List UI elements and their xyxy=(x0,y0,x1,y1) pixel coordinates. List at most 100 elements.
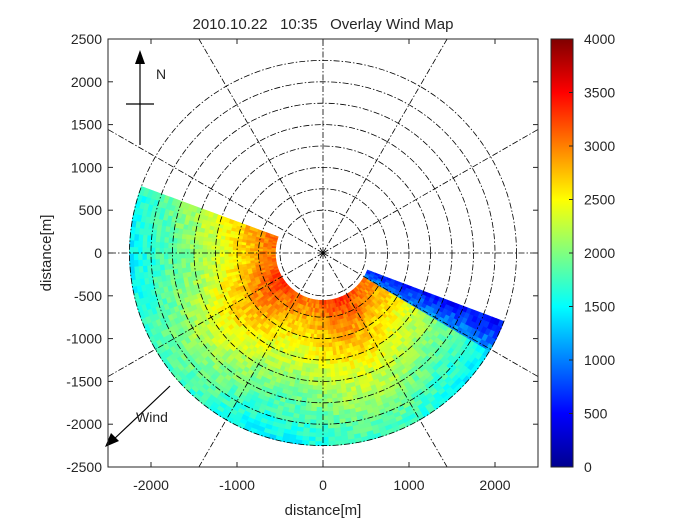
heat-cell xyxy=(309,298,313,304)
heat-cell xyxy=(303,301,307,307)
x-tick-label: -2000 xyxy=(133,477,169,493)
heat-cell xyxy=(284,290,290,296)
heat-cell xyxy=(272,240,278,244)
heat-cell xyxy=(362,283,369,289)
heat-cell xyxy=(356,284,362,290)
heat-cell xyxy=(321,364,327,369)
heat-cell xyxy=(275,281,282,286)
heat-cell xyxy=(365,287,371,293)
heat-cell xyxy=(338,301,342,307)
heat-cell xyxy=(184,252,190,259)
heat-cell xyxy=(137,245,143,254)
heat-cell xyxy=(286,286,292,292)
heat-cell xyxy=(325,381,332,387)
heat-cell xyxy=(154,257,161,266)
chart-title: 2010.10.22 10:35 Overlay Wind Map xyxy=(193,16,454,33)
heat-cell xyxy=(361,292,367,298)
heat-cell xyxy=(302,296,307,302)
heat-cell xyxy=(279,285,285,291)
heat-cell xyxy=(320,377,327,382)
heat-cell xyxy=(271,273,277,278)
heat-cell xyxy=(360,279,366,285)
heat-cell xyxy=(349,314,355,321)
heat-cell xyxy=(283,284,289,289)
heat-cell xyxy=(274,270,280,275)
heat-cell xyxy=(249,254,255,259)
heat-cell xyxy=(297,303,302,309)
heat-cell xyxy=(320,385,328,391)
heat-cell xyxy=(176,256,182,264)
heat-cell xyxy=(319,441,329,446)
heat-cell xyxy=(359,287,365,293)
heat-cell xyxy=(304,301,309,307)
heat-cell xyxy=(339,300,344,307)
heat-cell xyxy=(277,282,283,288)
heat-cell xyxy=(272,265,279,270)
heat-cell xyxy=(202,256,208,262)
y-tick-label: 1500 xyxy=(71,117,102,133)
heat-cell xyxy=(289,314,295,320)
heat-cell xyxy=(244,224,251,230)
heat-cell xyxy=(294,297,299,303)
heat-cell xyxy=(242,315,250,322)
heat-cell xyxy=(320,407,328,412)
heat-cell xyxy=(373,274,379,279)
heat-cell xyxy=(290,289,296,295)
heat-cell xyxy=(285,307,291,313)
heat-cell xyxy=(332,427,341,433)
heat-cell xyxy=(291,290,297,296)
y-tick-label: -2500 xyxy=(66,459,102,475)
heat-cell xyxy=(280,292,286,298)
heat-cell xyxy=(313,441,322,447)
colorbar-tick-label: 4000 xyxy=(584,31,615,47)
heat-cell xyxy=(253,254,259,259)
heat-cell xyxy=(331,414,340,421)
heat-cell xyxy=(167,251,173,259)
heat-cell xyxy=(264,234,270,238)
heat-cell xyxy=(304,297,309,303)
heat-cell xyxy=(376,285,383,291)
heat-cell xyxy=(266,273,272,278)
heat-cell xyxy=(141,245,147,254)
heat-cell xyxy=(286,291,292,298)
colorbar-tick-label: 0 xyxy=(584,459,592,475)
heat-cell xyxy=(154,251,160,260)
heat-cell xyxy=(325,372,331,378)
heat-cell xyxy=(324,346,330,352)
heat-cell xyxy=(215,255,221,261)
heat-cell xyxy=(232,220,239,226)
heat-cell xyxy=(258,276,265,282)
heat-cell xyxy=(376,278,382,283)
heat-cell xyxy=(363,289,370,295)
heat-cell xyxy=(276,274,283,279)
heat-cell xyxy=(387,324,395,332)
heat-cell xyxy=(210,252,216,258)
heat-cell xyxy=(223,255,229,261)
heat-cell xyxy=(133,245,139,254)
heat-cell xyxy=(296,317,302,323)
heat-cell xyxy=(193,252,199,258)
heat-cell xyxy=(332,436,342,442)
heat-cell xyxy=(321,338,326,344)
heat-cell xyxy=(359,293,365,299)
heat-cell xyxy=(375,287,382,293)
heat-cell xyxy=(353,302,359,309)
heat-cell xyxy=(252,227,259,233)
heat-cell xyxy=(321,355,327,361)
heat-cell xyxy=(325,389,333,395)
heat-cell xyxy=(347,292,352,298)
heat-cell xyxy=(275,271,281,276)
heat-cell xyxy=(301,305,306,311)
heat-cell xyxy=(386,277,392,282)
heat-cell xyxy=(357,283,363,289)
heat-cell xyxy=(154,245,160,254)
heat-cell xyxy=(353,292,359,298)
heat-cell xyxy=(332,423,341,429)
heat-cell xyxy=(332,431,342,438)
heat-cell xyxy=(369,281,376,287)
heat-cell xyxy=(223,252,229,257)
heat-cell xyxy=(287,293,293,299)
heat-cell xyxy=(320,432,329,438)
heat-cell xyxy=(292,320,298,326)
y-tick-label: 500 xyxy=(79,202,103,218)
